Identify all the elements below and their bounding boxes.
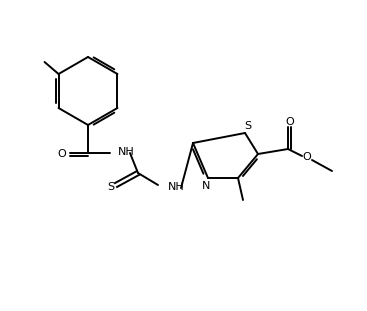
Text: NH: NH (168, 182, 185, 192)
Text: S: S (244, 121, 251, 131)
Text: NH: NH (118, 147, 135, 157)
Text: O: O (58, 149, 66, 159)
Text: O: O (286, 117, 294, 127)
Text: S: S (108, 182, 115, 192)
Text: N: N (202, 181, 210, 191)
Text: O: O (303, 152, 311, 162)
